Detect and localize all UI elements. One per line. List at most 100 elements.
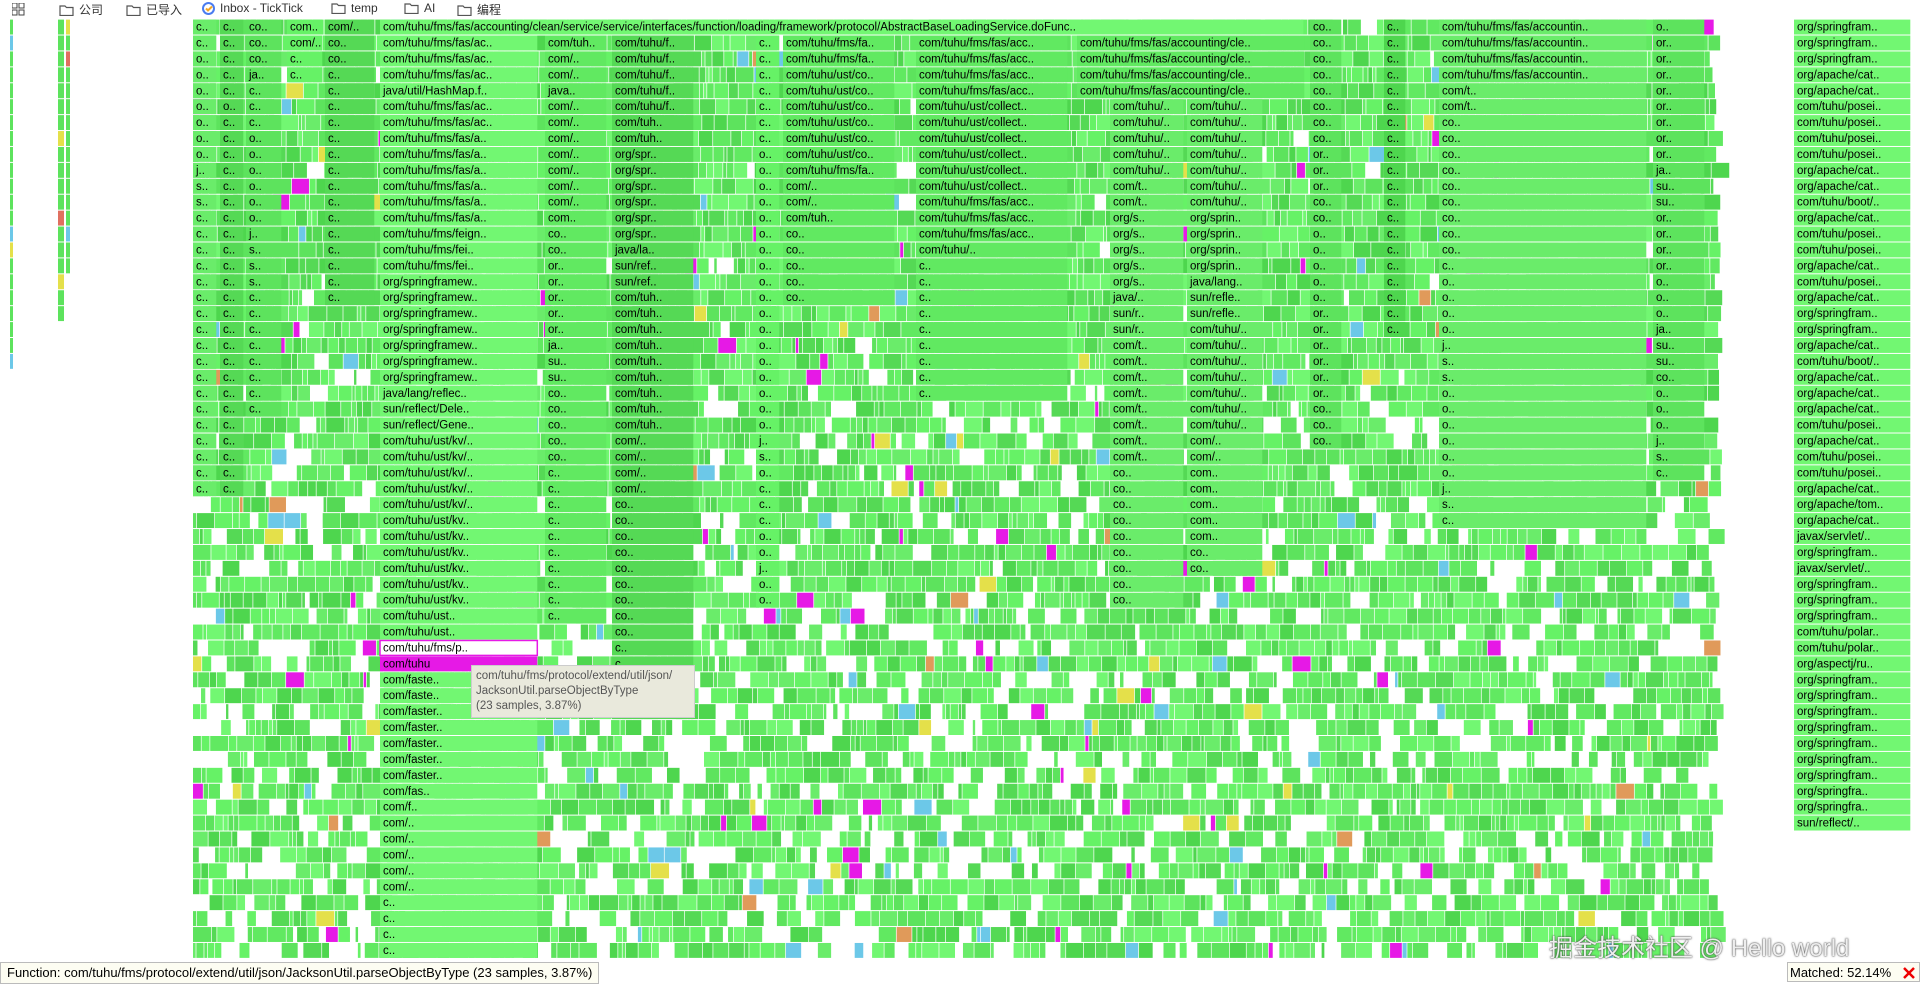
frame-strip: [377, 162, 381, 178]
frame-strip: [1308, 465, 1317, 481]
frame-strip: [868, 417, 877, 433]
frame-strip: [727, 146, 734, 162]
frame-strip: [1244, 592, 1251, 608]
frame-strip: [965, 401, 983, 417]
frame-strip: [1028, 513, 1034, 529]
frame-strip: [265, 497, 269, 513]
frame-strip: [1156, 624, 1173, 640]
frame-strip: [286, 592, 302, 608]
frame-strip: [726, 67, 735, 83]
frame-strip: [1706, 592, 1720, 608]
frame-strip: [1314, 529, 1333, 544]
frame-strip: [956, 433, 964, 449]
frame-strip: [299, 226, 306, 242]
frame-strip: [1377, 322, 1384, 337]
frame-strip: [193, 576, 207, 592]
frame-strip: [1702, 353, 1719, 369]
frame-strip: [1431, 146, 1440, 162]
frame-strip: [1094, 258, 1104, 274]
frame-strip: [908, 529, 918, 544]
frame-strip: [1618, 640, 1630, 656]
frame-strip: [1357, 353, 1368, 369]
frame-strip: [1407, 67, 1424, 83]
frame-strip: [232, 497, 240, 513]
frame-strip: [716, 529, 722, 544]
frame-strip: [1284, 529, 1294, 544]
frame-strip: [1037, 640, 1041, 656]
frame-strip: [291, 99, 297, 115]
frame-strip: [848, 465, 856, 481]
frame-strip: [741, 274, 757, 290]
frame-strip: [1611, 529, 1625, 544]
frame-strip: [1563, 608, 1566, 624]
frame-strip: [255, 417, 260, 433]
frame-strip: [1097, 544, 1102, 560]
frame-strip: [701, 146, 713, 162]
frame-strip: [1071, 131, 1076, 146]
frame-strip: [1301, 401, 1307, 417]
frame-strip: [1103, 258, 1115, 274]
frame-strip: [1402, 544, 1413, 560]
frame-strip: [1702, 385, 1708, 401]
frame-strip: [1264, 433, 1283, 449]
frame-strip: [1429, 449, 1436, 465]
frame-strip: [733, 624, 739, 640]
frame-strip: [1279, 226, 1298, 242]
frame-strip: [536, 513, 547, 529]
frame-strip: [967, 529, 978, 544]
frame-strip: [1388, 465, 1399, 481]
frame-strip: [705, 226, 712, 242]
frame-strip: [588, 624, 597, 640]
frame-strip: [933, 449, 939, 465]
frame-strip: [963, 417, 982, 433]
frame-strip: [1106, 210, 1113, 226]
frame-strip: [1287, 544, 1305, 560]
frame-strip: [551, 640, 563, 656]
frame-strip: [535, 290, 540, 306]
frame-strip: [1516, 576, 1523, 592]
frame-strip: [1183, 115, 1191, 131]
frame-strip: [1072, 544, 1090, 560]
frame-strip: [280, 544, 283, 560]
frame-strip: [1582, 608, 1596, 624]
frame-strip: [1355, 385, 1361, 401]
frame-strip: [541, 385, 545, 401]
frame-strip: [1350, 146, 1369, 162]
frame-strip: [1021, 497, 1039, 513]
frame-strip: [293, 322, 300, 337]
frame-strip: [863, 369, 869, 385]
frame-strip: [1034, 592, 1041, 608]
frame-strip: [1010, 417, 1018, 433]
frame-strip: [301, 338, 307, 353]
frame-strip: [603, 338, 614, 353]
frame-strip: [1286, 449, 1303, 465]
frame-strip: [1348, 19, 1361, 35]
frame-strip: [1082, 146, 1100, 162]
frame-strip: [301, 513, 307, 529]
frame-strip: [1674, 592, 1690, 608]
frame-strip: [773, 640, 786, 656]
frame-strip: [883, 544, 895, 560]
frame-strip: [1347, 338, 1351, 353]
frame-strip: [1362, 369, 1380, 385]
frame-strip: [928, 433, 934, 449]
frame-strip: [883, 497, 899, 513]
frame-strip: [717, 497, 732, 513]
frame-strip: [700, 497, 705, 513]
frame-strip: [732, 481, 742, 497]
frame-strip: [1008, 529, 1025, 544]
frame-strip: [1513, 544, 1525, 560]
frame-strip: [286, 131, 298, 146]
frame-strip: [1357, 258, 1366, 274]
frame-strip: [1271, 640, 1279, 656]
frame-strip: [1419, 417, 1423, 433]
frame-strip: [1601, 592, 1617, 608]
frame-strip: [343, 576, 354, 592]
frame-strip: [362, 385, 368, 401]
frame-strip: [1099, 353, 1105, 369]
frame-strip: [740, 226, 753, 242]
frame-strip: [1297, 274, 1311, 290]
frame-strip: [864, 322, 875, 337]
frame-strip: [312, 274, 322, 290]
frame-strip: [801, 481, 809, 497]
